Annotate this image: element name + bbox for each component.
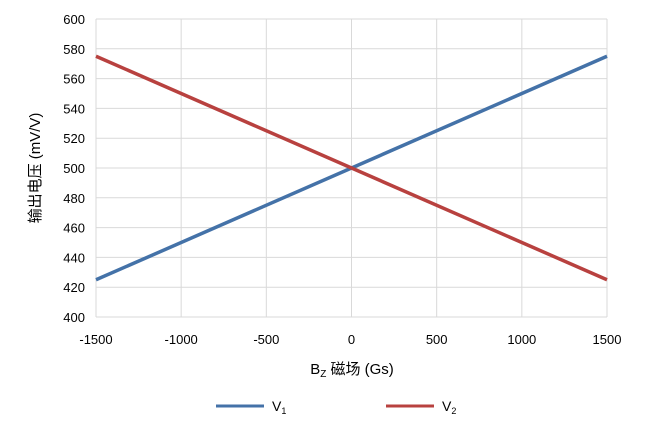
series-lines (95, 54, 608, 282)
legend-label-v1-main: V (272, 398, 282, 414)
y-tick-label: 540 (63, 101, 85, 116)
legend-label-v1: V1 (272, 398, 286, 416)
x-tick-label: -1500 (79, 332, 112, 347)
y-tick-label: 580 (63, 42, 85, 57)
legend: V1 V2 (216, 398, 456, 416)
y-tick-label: 520 (63, 131, 85, 146)
y-tick-label: 500 (63, 161, 85, 176)
y-tick-label: 400 (63, 310, 85, 325)
x-tick-labels: -1500 -1000 -500 0 500 1000 1500 (79, 332, 621, 347)
y-tick-label: 420 (63, 280, 85, 295)
legend-label-v2-sub: 2 (451, 406, 456, 416)
y-tick-label: 460 (63, 221, 85, 236)
y-axis-title: 输出电压 (mV/V) (27, 113, 44, 224)
x-tick-label: 1500 (593, 332, 622, 347)
x-axis-title-main: B (310, 361, 320, 378)
x-tick-label: 1000 (507, 332, 536, 347)
y-tick-label: 440 (63, 250, 85, 265)
y-tick-labels: 400 420 440 460 480 500 520 540 560 580 600 (63, 12, 85, 325)
x-axis-title-rest: 磁场 (Gs) (326, 361, 394, 378)
legend-label-v1-sub: 1 (281, 406, 286, 416)
series-line-v2 (95, 54, 608, 282)
x-axis-title: BZ 磁场 (Gs) (310, 361, 394, 380)
x-tick-label: 500 (426, 332, 448, 347)
y-tick-label: 600 (63, 12, 85, 27)
x-tick-label: -1000 (165, 332, 198, 347)
x-axis-title-subscript: Z (320, 369, 326, 380)
x-tick-label: 0 (348, 332, 355, 347)
y-tick-label: 560 (63, 72, 85, 87)
legend-label-v2-main: V (442, 398, 452, 414)
legend-label-v2: V2 (442, 398, 456, 416)
y-tick-label: 480 (63, 191, 85, 206)
x-tick-label: -500 (253, 332, 279, 347)
